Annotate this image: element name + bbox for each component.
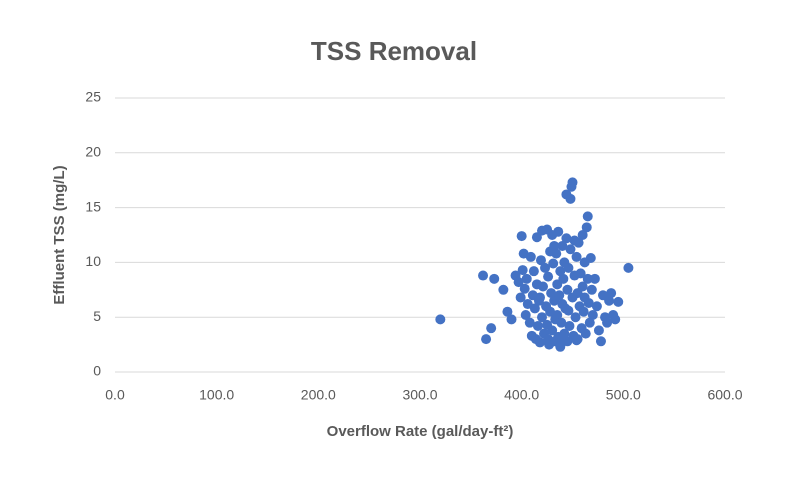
data-point (591, 301, 602, 312)
data-point (613, 296, 624, 307)
data-point (558, 273, 569, 284)
data-point (575, 268, 586, 279)
chart-title: TSS Removal (311, 36, 477, 66)
data-point (580, 328, 591, 339)
data-point (520, 310, 531, 321)
y-tick-label: 25 (85, 89, 101, 105)
data-point (532, 320, 543, 331)
data-point (515, 292, 526, 303)
y-tick-label: 5 (93, 308, 101, 324)
data-point (517, 265, 528, 276)
data-point (593, 325, 604, 336)
data-point (498, 284, 509, 295)
data-point (547, 325, 558, 336)
data-point (561, 233, 572, 244)
y-tick-label: 0 (93, 363, 101, 379)
data-point (586, 284, 597, 295)
data-point (481, 334, 492, 345)
data-point (534, 337, 545, 348)
data-point (435, 314, 446, 325)
data-point (581, 222, 592, 233)
data-point (525, 251, 536, 262)
data-point (535, 255, 546, 266)
data-point (554, 290, 565, 301)
data-point (577, 281, 588, 292)
data-point (540, 262, 551, 273)
data-point (555, 341, 566, 352)
x-axis-title: Overflow Rate (gal/day-ft²) (327, 423, 514, 440)
x-tick-label: 100.0 (199, 387, 234, 403)
data-point (528, 266, 539, 277)
data-point (516, 231, 527, 242)
data-point (557, 240, 568, 251)
data-point (557, 334, 568, 345)
data-point (543, 271, 554, 282)
data-point (578, 306, 589, 317)
data-point (529, 303, 540, 314)
data-point (602, 317, 613, 328)
data-point (563, 262, 574, 273)
data-point (478, 270, 489, 281)
data-point (589, 273, 600, 284)
data-point (587, 310, 598, 321)
x-tick-label: 300.0 (402, 387, 437, 403)
data-point (606, 288, 617, 299)
data-point (549, 240, 560, 251)
data-point (567, 177, 578, 188)
data-point (556, 317, 567, 328)
data-point (538, 281, 549, 292)
x-tick-label: 600.0 (707, 387, 742, 403)
y-tick-label: 15 (85, 198, 101, 214)
data-point (548, 258, 559, 269)
data-point (623, 262, 634, 273)
data-point (579, 292, 590, 303)
data-point (534, 292, 545, 303)
data-point (564, 320, 575, 331)
y-axis-title: Effluent TSS (mg/L) (51, 165, 68, 304)
data-point (489, 273, 500, 284)
data-point (565, 244, 576, 255)
data-point (486, 323, 497, 334)
data-point (551, 248, 562, 259)
data-point (571, 335, 582, 346)
x-tick-label: 200.0 (301, 387, 336, 403)
data-point (519, 283, 530, 294)
data-point (563, 305, 574, 316)
data-point (604, 295, 615, 306)
data-point (562, 284, 573, 295)
data-point (565, 193, 576, 204)
data-point (553, 226, 564, 237)
data-point (552, 310, 563, 321)
data-point (543, 334, 554, 345)
data-point (582, 211, 593, 222)
data-point (555, 266, 566, 277)
x-tick-label: 0.0 (105, 387, 125, 403)
data-point (537, 312, 547, 323)
data-point (524, 317, 535, 328)
data-point (584, 317, 595, 328)
x-tick-label: 400.0 (504, 387, 539, 403)
x-tick-label: 500.0 (606, 387, 641, 403)
data-point (585, 253, 596, 264)
data-point (513, 277, 524, 288)
data-point (546, 288, 557, 299)
data-point (595, 336, 606, 347)
y-tick-label: 20 (85, 144, 101, 160)
data-point (573, 237, 584, 248)
data-point (502, 306, 513, 317)
data-point (582, 273, 593, 284)
data-point (521, 273, 532, 284)
data-point (506, 314, 517, 325)
data-point (610, 314, 621, 325)
data-point (571, 251, 582, 262)
data-point (570, 312, 581, 323)
data-point (577, 230, 588, 240)
y-tick-label: 10 (85, 253, 101, 269)
